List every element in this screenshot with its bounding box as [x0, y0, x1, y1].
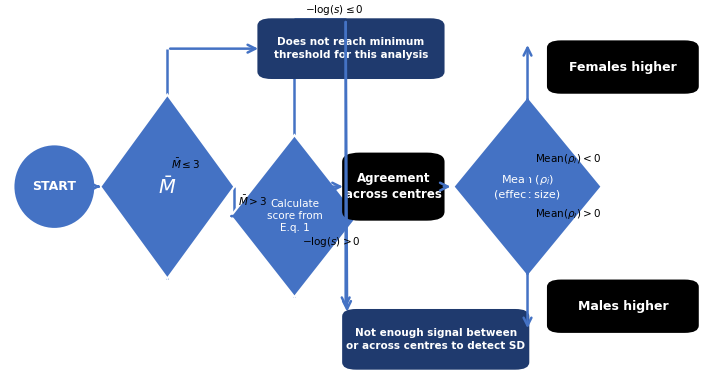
- FancyBboxPatch shape: [547, 279, 699, 333]
- Text: $\bar{M}\leq 3$: $\bar{M}\leq 3$: [171, 157, 201, 171]
- Text: $\bar{M}$: $\bar{M}$: [158, 176, 177, 198]
- Text: Males higher: Males higher: [578, 300, 668, 313]
- Text: $-\log(s)\leq 0$: $-\log(s)\leq 0$: [305, 3, 364, 17]
- Text: Females higher: Females higher: [569, 61, 676, 74]
- Text: Mean$(\rho_i)<0$: Mean$(\rho_i)<0$: [535, 153, 601, 167]
- Polygon shape: [231, 135, 358, 297]
- Text: Not enough signal between
or across centres to detect SD: Not enough signal between or across cent…: [346, 328, 525, 350]
- Text: Calculate
score from
E.q. 1: Calculate score from E.q. 1: [267, 199, 323, 234]
- Polygon shape: [100, 94, 235, 279]
- Text: START: START: [33, 180, 77, 193]
- Text: Agreement
across centres: Agreement across centres: [345, 172, 442, 201]
- FancyBboxPatch shape: [257, 18, 445, 79]
- Text: Mean$(\rho_i)>0$: Mean$(\rho_i)>0$: [535, 207, 601, 221]
- Text: Mean ($\rho_i$)
(effect size): Mean ($\rho_i$) (effect size): [494, 173, 561, 200]
- Ellipse shape: [13, 144, 95, 229]
- FancyBboxPatch shape: [342, 153, 445, 221]
- FancyBboxPatch shape: [342, 309, 530, 370]
- FancyBboxPatch shape: [547, 41, 699, 94]
- Text: Does not reach minimum
threshold for this analysis: Does not reach minimum threshold for thi…: [274, 38, 428, 60]
- Text: $-\log(s)>0$: $-\log(s)>0$: [301, 235, 360, 249]
- Polygon shape: [453, 96, 602, 277]
- Text: $\bar{M}>3$: $\bar{M}>3$: [238, 194, 267, 208]
